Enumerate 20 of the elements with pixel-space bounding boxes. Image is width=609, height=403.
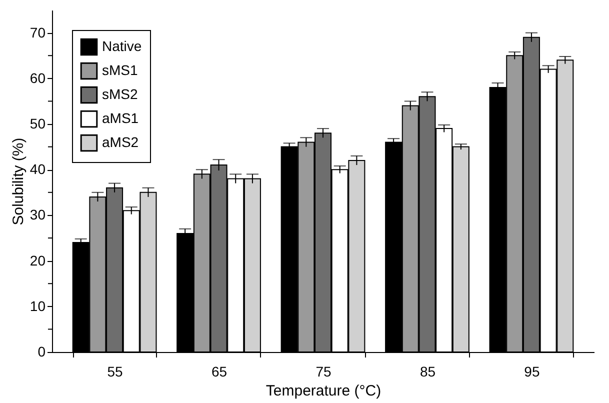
legend-label: sMS2: [102, 86, 138, 102]
legend-label: aMS1: [102, 110, 139, 126]
y-tick-label: 40: [30, 161, 46, 178]
x-tick-label: 75: [316, 364, 332, 380]
legend-label: Native: [102, 38, 142, 54]
y-tick-label: 0: [38, 344, 46, 360]
y-tick-label: 60: [30, 70, 46, 86]
y-tick-label: 70: [30, 24, 46, 40]
y-tick-label: 10: [30, 298, 46, 314]
legend-label: sMS1: [102, 62, 138, 78]
y-axis-title: Solubility (%): [10, 138, 27, 226]
x-tick-label: 55: [107, 364, 124, 380]
legend-label: aMS2: [102, 134, 139, 150]
x-tick-label: 85: [420, 364, 436, 380]
x-tick-label: 95: [524, 364, 540, 380]
y-tick-label: 20: [30, 252, 46, 268]
y-tick-label: 30: [30, 206, 46, 223]
x-tick-label: 65: [211, 364, 228, 380]
y-tick-label: 50: [30, 116, 46, 132]
x-axis-title: Temperature (°C): [266, 382, 382, 400]
